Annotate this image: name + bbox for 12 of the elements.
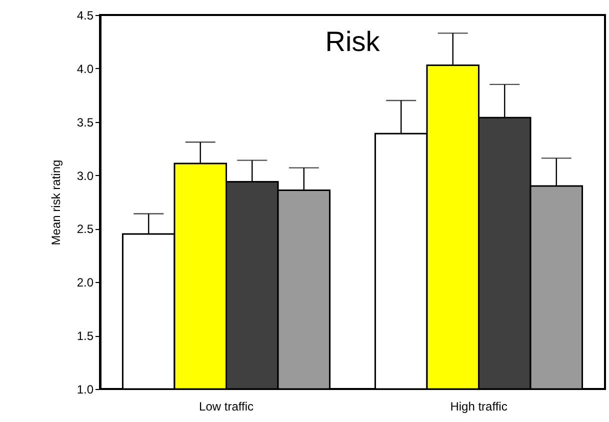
y-tick-label: 2.5 [76, 222, 94, 236]
chart-title: Risk [325, 26, 381, 57]
y-tick-label: 1.0 [76, 382, 94, 396]
x-tick-label: High traffic [450, 400, 508, 414]
y-tick-label: 2.0 [76, 276, 94, 290]
y-tick-label: 3.5 [76, 115, 94, 130]
y-tick-label: 4.5 [76, 8, 94, 22]
x-tick-label: Low traffic [199, 400, 254, 414]
y-tick-label: 4.0 [76, 62, 94, 76]
y-axis-title: Mean risk rating [48, 160, 63, 246]
y-tick-label: 1.5 [76, 329, 94, 344]
y-tick-label: 3.0 [76, 168, 94, 183]
